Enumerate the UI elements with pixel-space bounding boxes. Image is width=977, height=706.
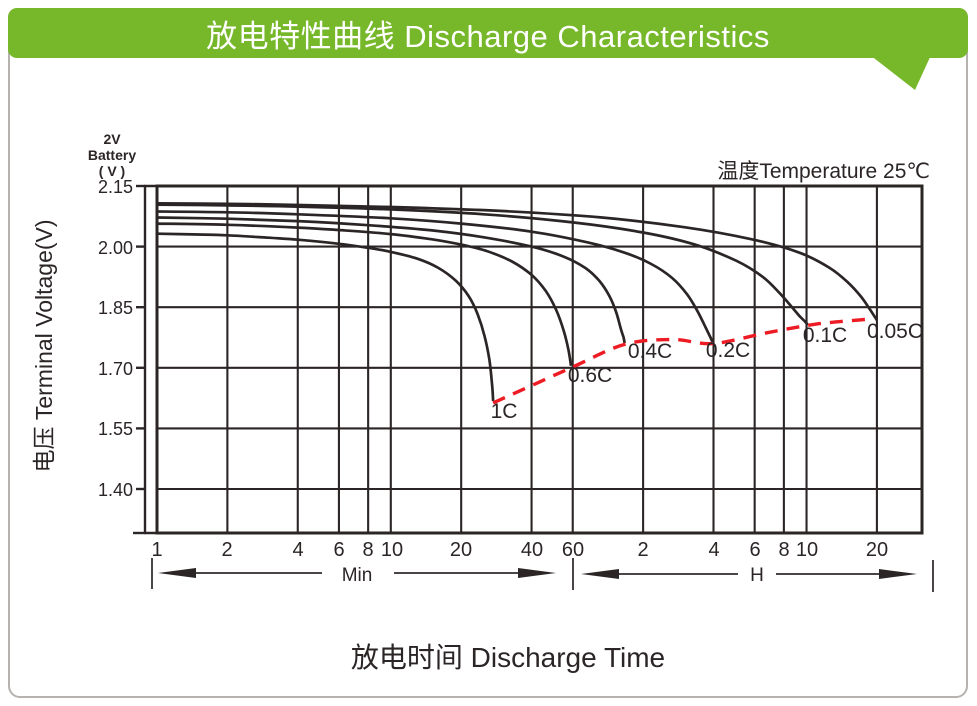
series-label-01c: 0.1C	[803, 324, 847, 347]
curve-1C	[156, 232, 495, 401]
x-tick-label: 1	[151, 539, 162, 561]
series-label-1c: 1C	[491, 400, 518, 423]
x-tick-label: 6	[333, 539, 344, 561]
y-tick-label: 1.40	[98, 480, 133, 500]
title-banner: 放电特性曲线 Discharge Characteristics	[8, 8, 968, 58]
x-tick-label: 10	[796, 539, 818, 561]
y-tick-label: 2.00	[98, 238, 133, 258]
x-tick-label: 8	[362, 539, 373, 561]
banner-tail	[870, 55, 931, 90]
range-label-h: H	[750, 565, 764, 586]
banner-tail-shape	[870, 55, 931, 90]
y-tick-label: 1.85	[98, 298, 133, 318]
curve-0.05C	[156, 202, 879, 321]
y-axis-title: 电压 Terminal Voltage(V)	[31, 219, 57, 472]
curve-0.1C	[156, 203, 809, 326]
battery-label-line3: ( V )	[99, 163, 125, 179]
series-label-005c: 0.05C	[867, 320, 923, 343]
battery-label-line2: Battery	[88, 147, 136, 163]
y-tick-label: 1.55	[98, 419, 133, 439]
curve-0.2C	[156, 210, 715, 344]
x-tick-label: 2	[637, 539, 648, 561]
content-frame	[8, 30, 968, 698]
y-axis-bracket	[133, 184, 157, 535]
range-label-min: Min	[342, 565, 373, 586]
series-label-04c: 0.4C	[628, 340, 672, 363]
curve-0.6C	[156, 222, 573, 366]
temperature-annotation: 温度Temperature 25℃	[717, 160, 930, 183]
series-label-02c: 0.2C	[706, 339, 750, 362]
x-tick-label: 4	[292, 539, 303, 561]
battery-label-line1: 2V	[103, 131, 121, 147]
x-tick-label: 8	[778, 539, 789, 561]
series-label-06c: 0.6C	[568, 364, 612, 387]
range-arrow-lines	[151, 558, 934, 592]
x-tick-label: 20	[866, 539, 888, 561]
x-tick-label: 10	[381, 539, 403, 561]
page-title: 放电特性曲线 Discharge Characteristics	[206, 18, 770, 54]
cutoff-dashed-line	[492, 317, 868, 405]
plot-border	[155, 184, 924, 535]
x-tick-label: 2	[221, 539, 232, 561]
x-tick-label: 40	[521, 539, 543, 561]
y-tick-label: 1.70	[98, 359, 133, 379]
x-tick-label: 4	[708, 539, 719, 561]
x-axis-title: 放电时间 Discharge Time	[351, 642, 665, 673]
discharge-curves	[156, 202, 879, 401]
curve-0.4C	[156, 216, 626, 344]
y-tick-label: 2.15	[98, 177, 133, 197]
range-arrow-heads	[158, 568, 917, 579]
x-tick-label: 20	[450, 539, 472, 561]
x-tick-label: 60	[562, 539, 584, 561]
x-tick-label: 6	[749, 539, 760, 561]
